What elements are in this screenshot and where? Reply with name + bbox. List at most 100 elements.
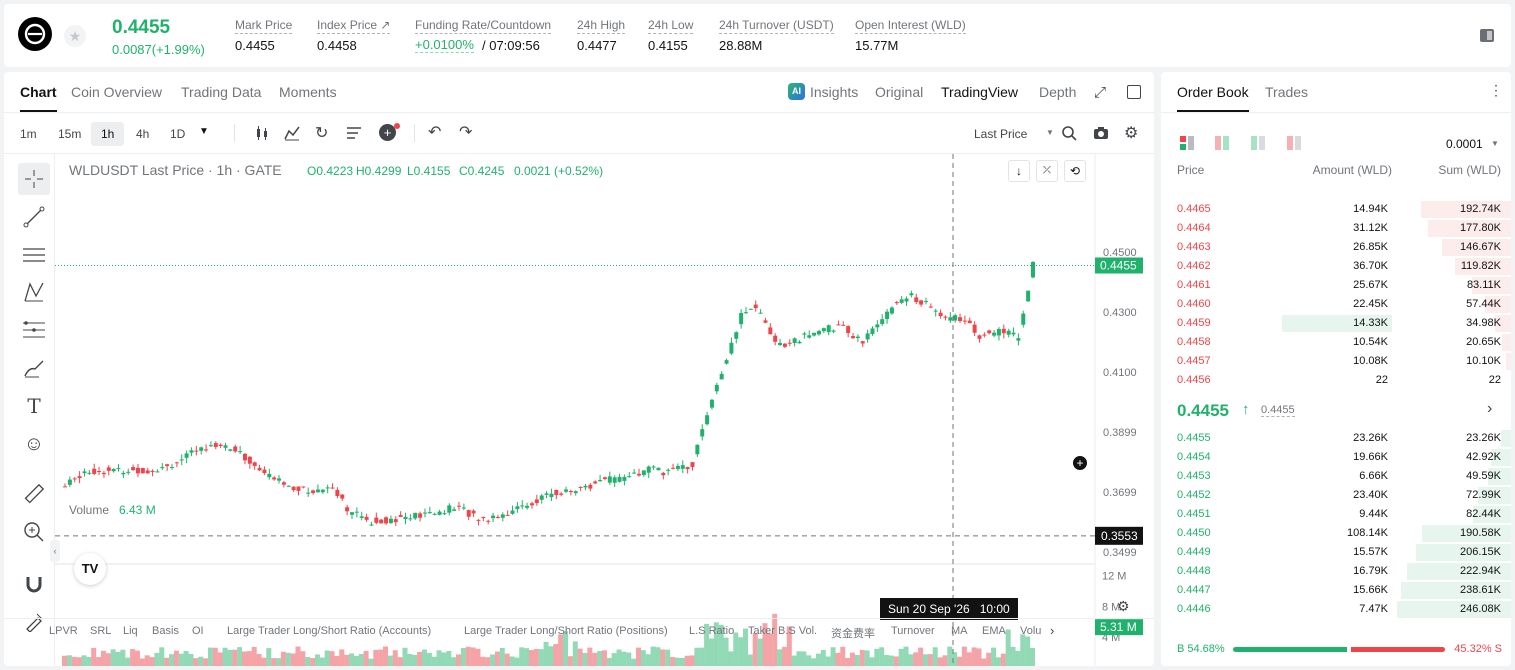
- camera-icon[interactable]: [1093, 125, 1109, 146]
- indicator-9[interactable]: 资金费率: [831, 628, 875, 640]
- indicator-6[interactable]: Large Trader Long/Short Ratio (Positions…: [464, 625, 668, 637]
- timeframe-1m[interactable]: 1m: [20, 127, 37, 141]
- time-axis-settings-icon[interactable]: ⚙: [1117, 598, 1130, 614]
- reset-chart-icon[interactable]: ⟲: [1064, 160, 1086, 182]
- bid-price[interactable]: 0.4446: [1177, 603, 1211, 615]
- price-type-chevron-icon[interactable]: ▼: [1046, 128, 1054, 137]
- lock-draw-tool-icon[interactable]: [18, 606, 50, 638]
- bid-price[interactable]: 0.4454: [1177, 451, 1211, 463]
- expand-icon[interactable]: ⤢: [1094, 84, 1107, 101]
- tab-tradingview[interactable]: TradingView: [941, 84, 1019, 100]
- timeframe-1h[interactable]: 1h: [91, 122, 125, 146]
- brush-tool-icon[interactable]: [18, 352, 50, 384]
- indicator-8[interactable]: Taker B.S Vol.: [748, 625, 818, 637]
- precision-chevron-icon[interactable]: ▼: [1491, 139, 1499, 148]
- tab-original[interactable]: Original: [875, 84, 924, 100]
- collapse-toolbar-icon[interactable]: ‹: [50, 540, 60, 562]
- candlestick-chart[interactable]: 0.4500 0.4300 0.4100 0.3899 0.3699 0.3499 0.44…: [55, 154, 1154, 666]
- undo-icon[interactable]: ↶: [428, 124, 442, 141]
- zoom-tool-icon[interactable]: [18, 516, 50, 548]
- timeframe-4h[interactable]: 4h: [136, 127, 150, 141]
- candle-type-icon[interactable]: [254, 125, 270, 146]
- favorite-star-icon[interactable]: ★: [64, 25, 86, 47]
- ask-price[interactable]: 0.4458: [1177, 336, 1211, 348]
- magnet-tool-icon[interactable]: [18, 568, 50, 600]
- scroll-down-icon[interactable]: ↓: [1008, 160, 1030, 182]
- alert-add-icon[interactable]: +: [379, 124, 396, 141]
- indicator-5[interactable]: Large Trader Long/Short Ratio (Accounts): [227, 625, 432, 637]
- price-type-select[interactable]: Last Price: [974, 127, 1028, 141]
- tab-depth[interactable]: Depth: [1039, 84, 1077, 100]
- indicator-0[interactable]: LPVR: [49, 625, 78, 637]
- text-tool-icon[interactable]: T: [27, 394, 41, 418]
- bid-price[interactable]: 0.4448: [1177, 565, 1211, 577]
- timeframe-1d[interactable]: 1D: [170, 127, 186, 141]
- trend-line-tool-icon[interactable]: [18, 201, 50, 233]
- tab-insights[interactable]: Insights: [810, 84, 859, 100]
- pattern-tool-icon[interactable]: [18, 276, 50, 308]
- crosshair-tool-icon[interactable]: [18, 163, 50, 195]
- search-icon[interactable]: [1061, 125, 1077, 146]
- precision-select[interactable]: 0.0001: [1446, 137, 1483, 151]
- indicators-icon[interactable]: [284, 125, 300, 146]
- book-view-bids-asks-icon[interactable]: [1214, 135, 1230, 156]
- indicator-12[interactable]: EMA: [982, 625, 1006, 637]
- tab-moments[interactable]: Moments: [279, 84, 337, 100]
- tab-coin-overview[interactable]: Coin Overview: [71, 84, 163, 100]
- ask-price[interactable]: 0.4463: [1177, 241, 1211, 253]
- more-options-icon[interactable]: ⋮: [1489, 82, 1503, 98]
- ask-price[interactable]: 0.4465: [1177, 203, 1211, 215]
- tab-order-book[interactable]: Order Book: [1177, 84, 1249, 112]
- ruler-tool-icon[interactable]: [18, 478, 50, 510]
- ask-price[interactable]: 0.4461: [1177, 279, 1211, 291]
- indicators-next-icon[interactable]: ›: [1050, 623, 1055, 638]
- indicator-3[interactable]: Basis: [152, 625, 179, 637]
- settings-gear-icon[interactable]: ⚙: [1124, 125, 1139, 142]
- bid-price[interactable]: 0.4451: [1177, 508, 1211, 520]
- book-more-chevron-icon[interactable]: ›: [1487, 400, 1493, 417]
- bid-price[interactable]: 0.4450: [1177, 527, 1211, 539]
- tab-chart[interactable]: Chart: [20, 84, 57, 112]
- indicator-11[interactable]: MA: [951, 625, 968, 637]
- bid-price[interactable]: 0.4455: [1177, 432, 1211, 444]
- ask-price[interactable]: 0.4464: [1177, 222, 1211, 234]
- ask-price[interactable]: 0.4459: [1177, 317, 1211, 329]
- volume-bar: [134, 650, 140, 666]
- bid-price[interactable]: 0.4453: [1177, 470, 1211, 482]
- emoji-tool-icon[interactable]: ☺: [23, 432, 45, 455]
- redo-icon[interactable]: ↷: [459, 124, 473, 141]
- indicator-13[interactable]: Volu: [1020, 625, 1042, 637]
- indicator-4[interactable]: OI: [192, 625, 204, 637]
- volume-bar: [957, 656, 963, 666]
- candle-body: [636, 473, 641, 476]
- notebook-icon[interactable]: [1479, 28, 1495, 43]
- window-icon[interactable]: [1127, 85, 1141, 99]
- tab-trades[interactable]: Trades: [1265, 84, 1309, 100]
- indicator-10[interactable]: Turnover: [891, 625, 935, 637]
- timeframe-15m[interactable]: 15m: [58, 127, 82, 141]
- fib-tool-icon[interactable]: [18, 314, 50, 346]
- book-view-bids-icon[interactable]: [1250, 135, 1266, 156]
- collapse-legend-icon[interactable]: ⤫: [1036, 160, 1058, 182]
- indicator-2[interactable]: Liq: [123, 625, 138, 637]
- indicator-7[interactable]: L.S Ratio: [689, 625, 735, 637]
- ask-price[interactable]: 0.4456: [1177, 374, 1211, 386]
- book-view-both-icon[interactable]: [1179, 135, 1195, 156]
- candle-body: [349, 512, 354, 515]
- ask-price[interactable]: 0.4460: [1177, 298, 1211, 310]
- bid-price[interactable]: 0.4447: [1177, 584, 1211, 596]
- book-view-asks-icon[interactable]: [1286, 135, 1302, 156]
- templates-icon[interactable]: [346, 125, 362, 146]
- volume-bar: [796, 651, 802, 666]
- ask-price[interactable]: 0.4457: [1177, 355, 1211, 367]
- timeframe-dropdown-icon[interactable]: ▼: [199, 126, 209, 137]
- compare-icon[interactable]: ↻: [315, 125, 329, 142]
- add-alert-plus-icon[interactable]: +: [1072, 455, 1088, 471]
- bid-price[interactable]: 0.4452: [1177, 489, 1211, 501]
- horizontal-lines-tool-icon[interactable]: [18, 239, 50, 271]
- ask-price[interactable]: 0.4462: [1177, 260, 1211, 272]
- bid-price[interactable]: 0.4449: [1177, 546, 1211, 558]
- tab-trading-data[interactable]: Trading Data: [181, 84, 262, 100]
- indicator-1[interactable]: SRL: [90, 625, 112, 637]
- volume-tag: [1095, 619, 1143, 636]
